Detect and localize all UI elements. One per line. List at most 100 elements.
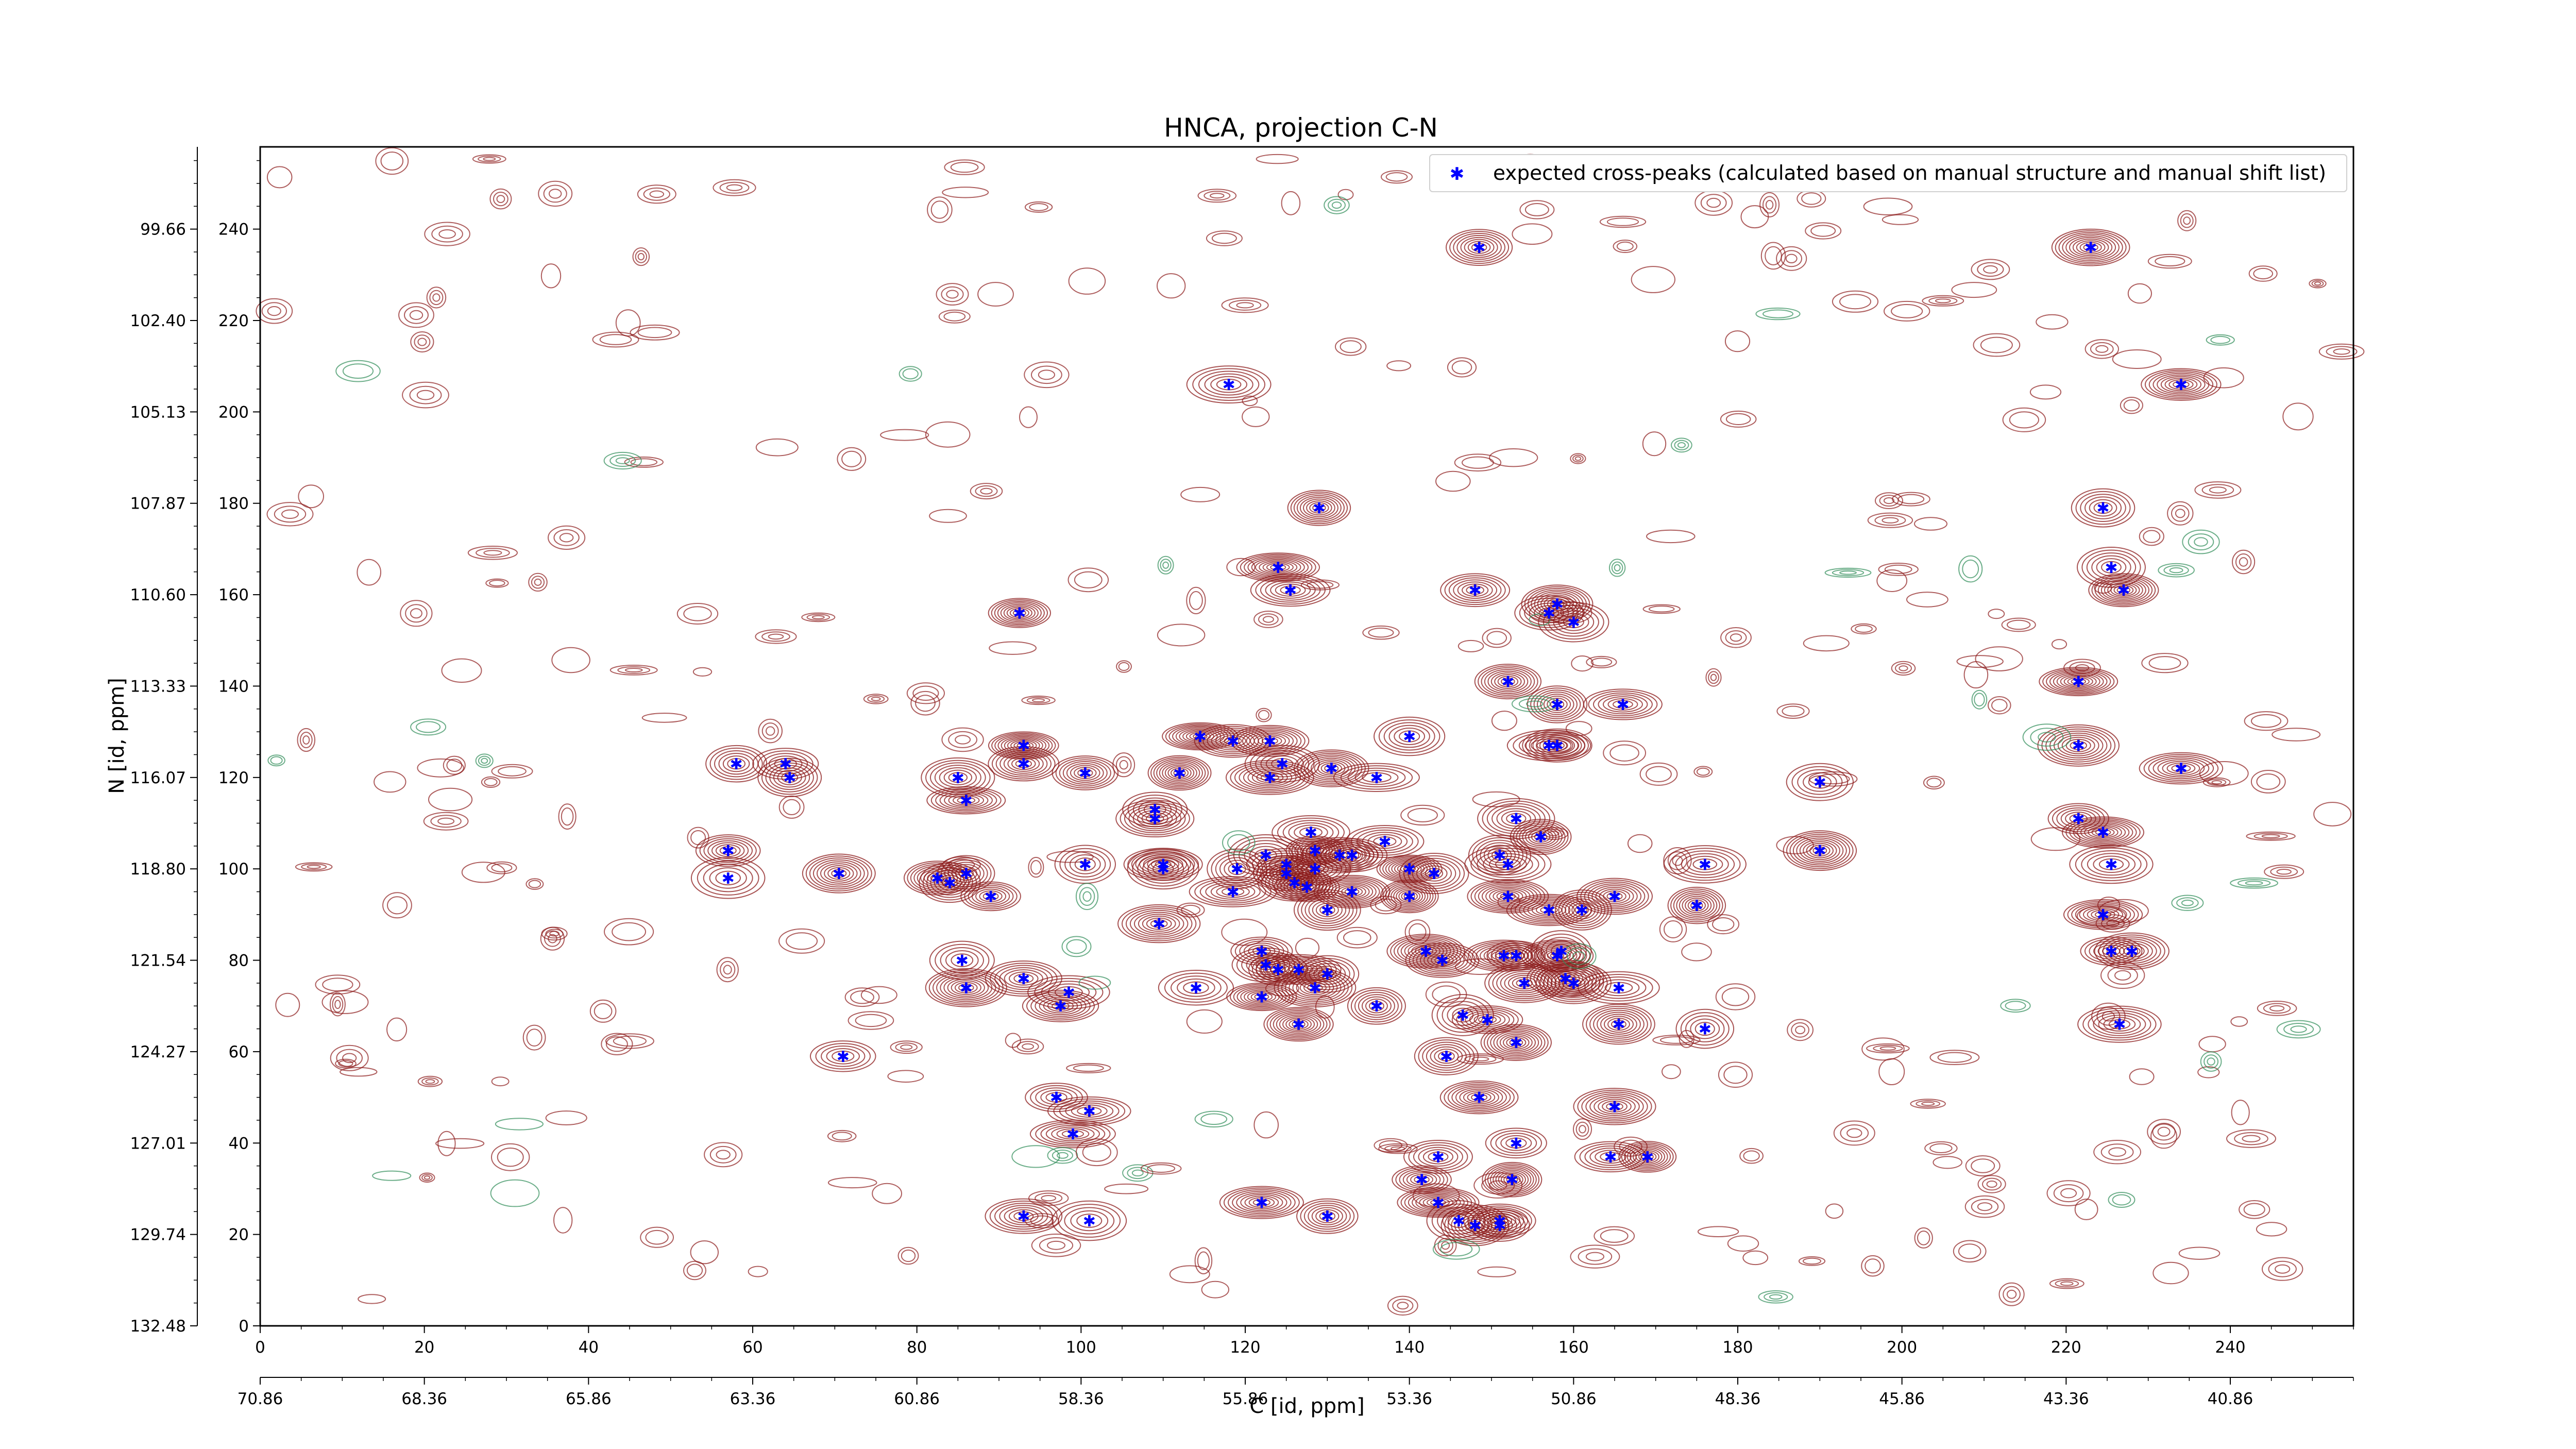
noise-contour: [1971, 1199, 1999, 1215]
noise-contour: [2150, 1123, 2177, 1149]
cross-peak-marker: ✱: [1062, 984, 1075, 1002]
noise-contour: [2250, 770, 2286, 794]
noise-contour: [1253, 611, 1283, 628]
noise-contour: [2180, 213, 2194, 228]
contour-ring: [1500, 1173, 1523, 1187]
contour-ring: [1029, 1119, 1116, 1149]
noise-contour: [1743, 1150, 1760, 1161]
cross-peak-marker: ✱: [1255, 989, 1268, 1007]
negative-noise-contour: [416, 721, 441, 733]
contour-ring: [763, 753, 808, 775]
noise-contour: [1914, 1227, 1933, 1249]
contour-ring: [2123, 947, 2141, 956]
contour-ring: [1293, 889, 1361, 931]
noise-contour: [1825, 1203, 1844, 1219]
contour-ring: [2039, 666, 2119, 697]
noise-contour: [1011, 1038, 1044, 1055]
noise-contour: [274, 506, 307, 523]
noise-contour: [421, 1174, 433, 1182]
cross-peak-marker: ✱: [1148, 811, 1161, 829]
cross-peak-marker: ✱: [1501, 856, 1514, 874]
contour-ring: [939, 790, 993, 810]
contour-ring: [1423, 951, 1461, 970]
negative-noise-contour: [490, 1179, 540, 1207]
contour-ring: [1418, 1147, 1459, 1167]
contour-ring: [1142, 915, 1176, 932]
contour-ring: [1532, 733, 1582, 758]
negative-noise-contour: [1432, 1239, 1480, 1260]
contour-ring: [1638, 1151, 1657, 1162]
contour-ring: [1408, 857, 1461, 889]
negative-noise-contour: [1758, 1290, 1793, 1304]
contour-ring: [1373, 836, 1397, 847]
noise-contour: [1256, 707, 1272, 722]
noise-contour: [948, 731, 977, 748]
contour-ring: [1315, 1209, 1340, 1223]
noise-contour: [2147, 1119, 2181, 1145]
contour-ring: [2065, 818, 2141, 847]
noise-contour: [1971, 259, 2010, 280]
cross-peak-marker: ✱: [2072, 737, 2085, 755]
noise-contour: [1337, 189, 1354, 200]
noise-contour: [1720, 627, 1752, 648]
contour-ring: [1120, 802, 1190, 836]
cross-peak-marker: ✱: [1346, 884, 1359, 902]
noise-contour: [2272, 728, 2321, 742]
noise-contour: [2333, 348, 2350, 355]
negative-noise-contour: [2181, 899, 2194, 906]
noise-contour: [930, 200, 949, 219]
noise-contour: [2063, 659, 2101, 677]
contour-ring: [943, 976, 989, 999]
noise-contour: [761, 631, 790, 642]
noise-contour: [1392, 1299, 1414, 1313]
cross-peak-marker: ✱: [2105, 559, 2117, 577]
cross-peak-marker: ✱: [1481, 1012, 1494, 1030]
noise-contour: [2147, 254, 2192, 269]
contour-ring: [1074, 767, 1097, 779]
contour-ring: [1061, 1130, 1084, 1138]
noise-contour: [827, 1177, 877, 1189]
noise-contour: [1578, 1248, 1613, 1265]
negative-noise-contour: [2194, 537, 2208, 547]
cross-peak-marker: ✱: [2175, 760, 2188, 778]
noise-contour: [342, 1053, 357, 1064]
contour-ring: [2093, 501, 2113, 514]
cross-peak-marker: ✱: [783, 769, 796, 787]
noise-contour: [1565, 721, 1592, 736]
noise-contour: [545, 1110, 587, 1125]
contour-ring: [1799, 839, 1840, 862]
noise-contour: [1381, 170, 1413, 184]
noise-contour: [1882, 517, 1899, 524]
noise-contour: [1681, 942, 1712, 962]
noise-contour: [1776, 703, 1810, 719]
contour-ring: [1419, 1195, 1458, 1210]
noise-contour: [1696, 767, 1710, 776]
x-axis-label: C [id, ppm]: [1249, 1394, 1365, 1418]
noise-contour: [1659, 1036, 1693, 1044]
noise-contour: [2256, 1222, 2287, 1237]
noise-contour: [329, 992, 346, 1017]
noise-contour: [1851, 623, 1877, 635]
negative-noise-contour: [2290, 1025, 2307, 1033]
cross-peak-marker: ✱: [1814, 774, 1826, 792]
contour-ring: [1003, 605, 1036, 621]
contour-ring: [1246, 731, 1294, 751]
contour-ring: [1786, 763, 1854, 801]
noise-contour: [2275, 1264, 2291, 1274]
negative-noise-contour: [899, 366, 922, 382]
negative-noise-contour: [1078, 975, 1111, 990]
cross-peak-marker: ✱: [1017, 755, 1030, 773]
noise-contour: [1765, 246, 1782, 265]
contour-ring: [1528, 829, 1554, 845]
contour-ring: [1320, 878, 1384, 906]
noise-contour: [832, 1132, 852, 1141]
contour-ring: [1603, 1016, 1634, 1033]
x-tick-label: 180: [1722, 1338, 1753, 1357]
contour-ring: [1455, 1087, 1503, 1108]
cross-peak-marker: ✱: [2096, 906, 2109, 924]
noise-contour: [709, 1145, 737, 1164]
contour-ring: [1026, 991, 1095, 1021]
noise-contour: [2095, 345, 2109, 353]
legend-box: [1429, 154, 2347, 192]
